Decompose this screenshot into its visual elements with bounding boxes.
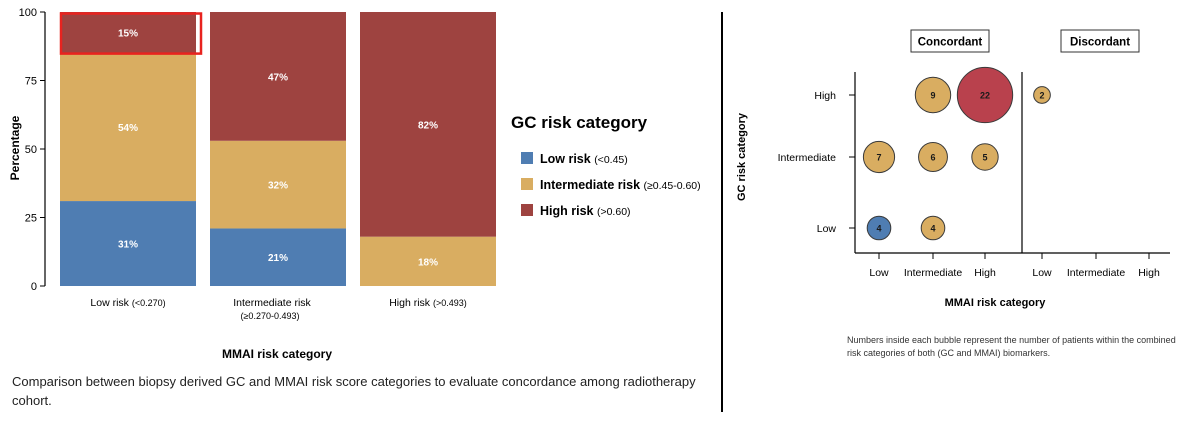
bubble-value-label: 5	[982, 153, 987, 163]
bar-value-label: 47%	[268, 72, 288, 83]
bubble-value-label: 4	[876, 224, 881, 234]
bar-segment-low	[210, 228, 346, 286]
panel-divider	[721, 12, 723, 412]
bar-category-label: High risk (>0.493)	[389, 297, 467, 309]
bubble-note: Numbers inside each bubble represent the…	[847, 335, 1176, 358]
bar-y-tick-label: 50	[25, 144, 37, 156]
stacked-bar-chart: Percentage MMAI risk category GC risk ca…	[8, 7, 701, 361]
bar-y-tick-label: 25	[25, 213, 37, 225]
legend-swatch	[521, 204, 533, 216]
bubble	[1033, 86, 1051, 104]
bubble-value-label: 22	[980, 91, 990, 101]
bubble-y-axis-title: GC risk category	[736, 112, 748, 201]
bubble	[862, 140, 896, 174]
bar-y-tick-label: 100	[19, 7, 37, 19]
bubble	[956, 66, 1014, 124]
bubble-x-tick-label: Low	[869, 267, 889, 279]
highlight-box	[59, 12, 203, 55]
bar-segment-high	[210, 12, 346, 141]
bar-segment-high	[360, 12, 496, 237]
legend-swatch	[521, 178, 533, 190]
bar-segment-high	[60, 12, 196, 54]
bubble	[918, 142, 948, 172]
bubble-y-tick-label: Low	[817, 223, 837, 235]
legend-item: High risk (>0.60)	[540, 204, 631, 218]
bar-value-label: 21%	[268, 253, 288, 264]
legend-item: Low risk (<0.45)	[540, 152, 628, 166]
bar-segment-intermediate	[360, 236, 496, 286]
bubble-value-label: 7	[876, 153, 881, 163]
bubble	[914, 76, 952, 114]
bar-value-label: 54%	[118, 123, 138, 134]
panel-header-box	[1060, 29, 1140, 53]
panel-header-concordant: Concordant	[918, 37, 983, 49]
bubble-value-label: 9	[930, 91, 935, 101]
legend-title: GC risk category	[511, 113, 648, 132]
bar-category-label: Intermediate risk	[233, 297, 311, 309]
bar-y-tick-label: 0	[31, 281, 37, 293]
bubble-y-tick-label: Intermediate	[778, 152, 837, 164]
bar-value-label: 18%	[418, 257, 438, 268]
bubble-x-tick-label: Low	[1032, 267, 1052, 279]
bubble-x-tick-label: Intermediate	[904, 267, 963, 279]
bubble	[920, 215, 946, 241]
bar-y-tick-label: 75	[25, 76, 37, 88]
bubble-x-tick-label: High	[1138, 267, 1160, 279]
bubble-value-label: 4	[930, 224, 935, 234]
bar-segment-intermediate	[60, 53, 196, 202]
bar-value-label: 15%	[118, 29, 138, 40]
bar-y-axis-title: Percentage	[8, 115, 22, 180]
bar-category-range: (≥0.270-0.493)	[241, 311, 300, 321]
bubble	[971, 143, 999, 171]
bar-segment-intermediate	[210, 140, 346, 229]
bubble-value-label: 2	[1039, 91, 1044, 101]
panel-header-box	[910, 29, 990, 53]
bar-value-label: 82%	[418, 120, 438, 131]
figure-caption: Comparison between biopsy derived GC and…	[12, 374, 696, 408]
bubble-value-label: 6	[930, 153, 935, 163]
bar-x-axis-title: MMAI risk category	[222, 347, 332, 361]
bubble-y-tick-label: High	[814, 90, 836, 102]
bubble-x-tick-label: High	[974, 267, 996, 279]
legend-swatch	[521, 152, 533, 164]
bubble-chart: GC risk category MMAI risk category Conc…	[736, 29, 1170, 309]
bubble	[866, 215, 892, 241]
bar-value-label: 32%	[268, 181, 288, 192]
bar-category-label: Low risk (<0.270)	[90, 297, 165, 309]
bar-value-label: 31%	[118, 240, 138, 251]
bar-segment-low	[60, 201, 196, 286]
bubble-x-axis-title: MMAI risk category	[945, 297, 1047, 309]
panel-header-discordant: Discordant	[1070, 37, 1130, 49]
legend-item: Intermediate risk (≥0.45-0.60)	[540, 178, 701, 192]
bubble-x-tick-label: Intermediate	[1067, 267, 1126, 279]
